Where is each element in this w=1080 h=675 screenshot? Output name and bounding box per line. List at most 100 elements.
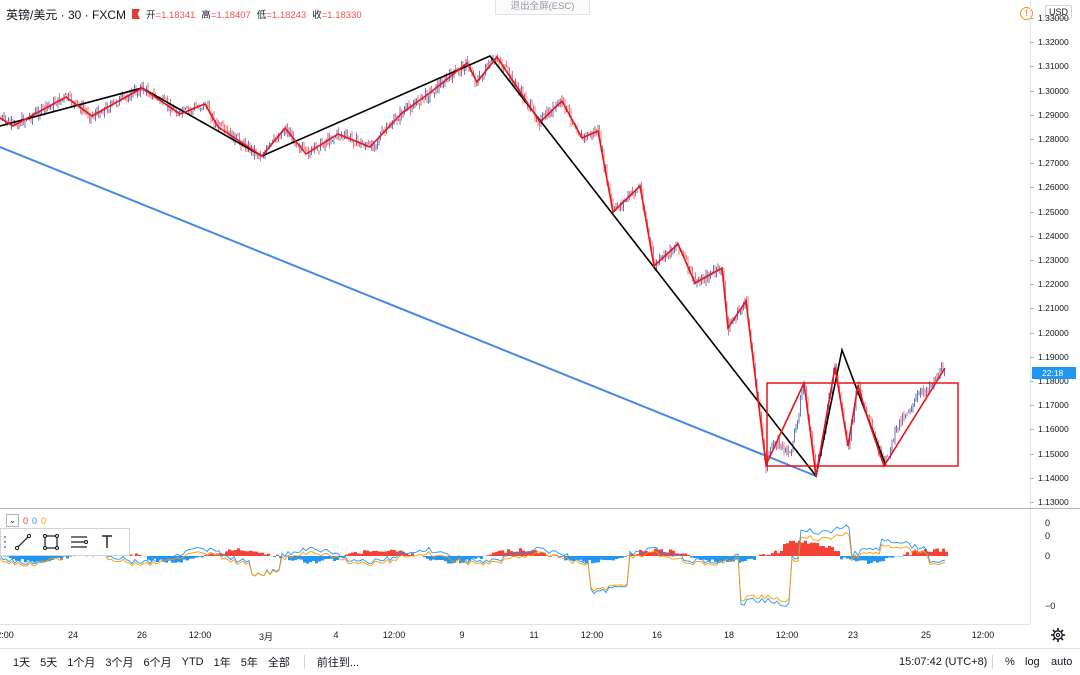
histogram-bar (276, 554, 279, 556)
histogram-bar (600, 556, 603, 560)
histogram-bar (945, 551, 948, 556)
histogram-bar (789, 540, 792, 556)
oscillator-axis[interactable] (1030, 509, 1080, 624)
histogram-bar (318, 556, 321, 562)
price-tick-mark (1030, 284, 1034, 286)
histogram-bar (450, 556, 453, 564)
bottom-toolbar: 1天 5天 1个月 3个月 6个月 YTD 1年 5年 全部 前往到... 15… (0, 648, 1080, 675)
histogram-bar (855, 556, 858, 562)
time-tick: 12:00 (580, 630, 604, 640)
histogram-bar (732, 556, 735, 562)
range-6m[interactable]: 6个月 (143, 657, 172, 669)
warning-icon[interactable]: ! (1020, 7, 1033, 20)
histogram-bar (741, 556, 744, 562)
histogram-bar (567, 556, 570, 560)
histogram-bar (639, 549, 642, 556)
histogram-bar (561, 556, 564, 557)
histogram-bar (939, 551, 942, 556)
histogram-bar (138, 554, 141, 556)
zigzag-red[interactable] (0, 55, 946, 477)
range-1y[interactable]: 1年 (213, 657, 231, 669)
histogram-bar (633, 554, 636, 556)
histogram-bar (618, 556, 621, 559)
histogram-bar (495, 551, 498, 556)
histogram-bar (609, 556, 612, 561)
fib-icon[interactable] (65, 529, 93, 555)
time-tick: 12:00 (775, 630, 799, 640)
range-1d[interactable]: 1天 (13, 657, 31, 669)
percent-toggle[interactable]: % (1005, 656, 1015, 668)
range-1m[interactable]: 1个月 (67, 657, 96, 669)
zigzag-black[interactable] (0, 55, 887, 478)
price-tick: 1.19000 (1038, 351, 1069, 362)
histogram-bar (348, 553, 351, 556)
goto-button[interactable]: 前往到... (316, 657, 360, 669)
histogram-bar (513, 551, 516, 556)
histogram-bar (537, 553, 540, 556)
symbol-legend: 英镑/美元 · 30 · FXCM 开=1.18341 高=1.18407 低=… (6, 6, 362, 22)
price-chart-canvas[interactable] (0, 0, 1030, 508)
clock[interactable]: 15:07:42 (UTC+8) (899, 656, 988, 668)
time-tick: 4 (333, 630, 339, 640)
range-all[interactable]: 全部 (267, 657, 290, 669)
histogram-bar (186, 556, 189, 561)
histogram-bar (891, 556, 894, 558)
histogram-bar (150, 556, 153, 561)
histogram-bar (48, 556, 51, 562)
histogram-bar (522, 550, 525, 556)
log-toggle[interactable]: log (1025, 656, 1040, 668)
histogram-bar (615, 556, 618, 560)
histogram-bar (408, 554, 411, 556)
time-tick: 26 (136, 630, 148, 640)
histogram-bar (381, 551, 384, 556)
histogram-bar (33, 556, 36, 563)
histogram-bar (345, 554, 348, 556)
pane-separator[interactable] (0, 508, 1080, 509)
exit-fullscreen-button[interactable]: 退出全屏(ESC) (495, 0, 590, 15)
histogram-bar (720, 556, 723, 563)
histogram-bar (810, 542, 813, 556)
rectangle-icon[interactable] (37, 529, 65, 555)
histogram-bar (642, 551, 645, 556)
auto-toggle[interactable]: auto (1051, 656, 1073, 668)
text-icon[interactable] (93, 529, 121, 555)
histogram-bar (714, 556, 717, 562)
range-5y[interactable]: 5年 (240, 657, 258, 669)
histogram-bar (729, 556, 732, 562)
histogram-bar (456, 556, 459, 561)
histogram-bar (471, 556, 474, 559)
histogram-bar (15, 556, 18, 561)
histogram-bar (288, 556, 291, 561)
time-axis[interactable] (0, 624, 1030, 646)
histogram-bar (252, 551, 255, 556)
histogram-bar (576, 556, 579, 560)
histogram-bar (405, 554, 408, 556)
range-3m[interactable]: 3个月 (105, 657, 134, 669)
histogram-bar (747, 556, 750, 559)
histogram-bar (285, 556, 288, 557)
range-ytd[interactable]: YTD (181, 656, 204, 668)
histogram-bar (234, 550, 237, 556)
trend-line-icon[interactable] (9, 529, 37, 555)
oscillator-line (0, 524, 946, 607)
histogram-bar (777, 553, 780, 556)
trend-line-blue[interactable] (0, 146, 817, 477)
histogram-bar (915, 550, 918, 556)
price-axis[interactable] (1030, 0, 1080, 508)
histogram-bar (447, 556, 450, 564)
price-tick: 1.26000 (1038, 182, 1069, 193)
currency-badge[interactable]: USD (1045, 5, 1072, 19)
drag-handle[interactable] (1, 529, 9, 555)
chevron-down-icon[interactable]: ⌄ (6, 514, 19, 527)
histogram-bar (369, 551, 372, 556)
flag-icon[interactable] (132, 9, 141, 19)
price-tick: 1.16000 (1038, 424, 1069, 435)
range-box[interactable] (766, 382, 959, 467)
gear-icon[interactable] (1050, 627, 1066, 643)
symbol-label[interactable]: 英镑/美元 · 30 · FXCM (6, 7, 127, 22)
histogram-bar (543, 552, 546, 556)
histogram-bar (702, 556, 705, 560)
range-5d[interactable]: 5天 (40, 657, 58, 669)
histogram-bar (6, 556, 9, 557)
histogram-bar (879, 556, 882, 562)
